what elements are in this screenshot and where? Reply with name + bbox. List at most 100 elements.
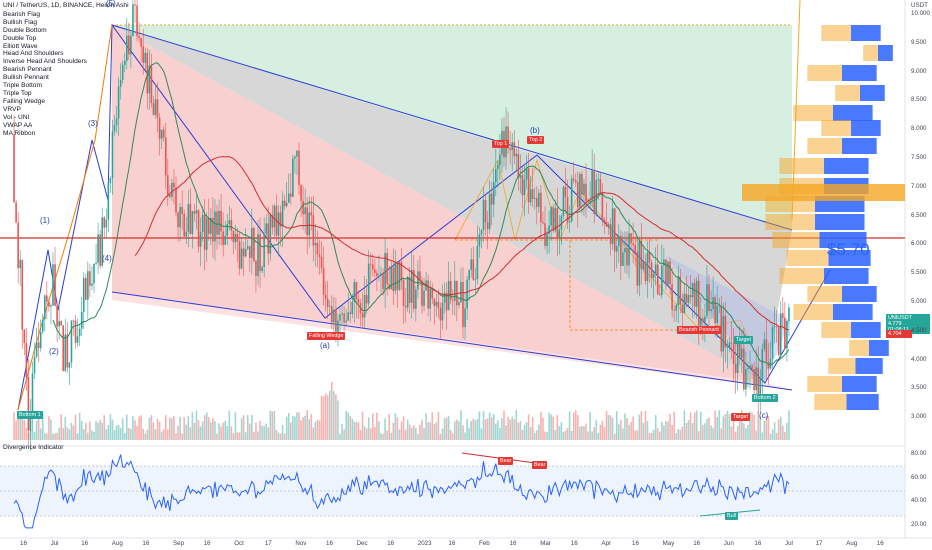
candle-body bbox=[755, 367, 757, 391]
candle-body bbox=[439, 307, 442, 321]
candle-body bbox=[599, 179, 602, 193]
top1-tag: Top 1 bbox=[492, 140, 510, 148]
volume-bar bbox=[175, 433, 177, 440]
candle-body bbox=[413, 269, 415, 309]
candle-body bbox=[695, 280, 698, 307]
candle-body bbox=[355, 282, 358, 300]
indicator-8[interactable]: Bullish Pennant bbox=[3, 74, 49, 82]
volume-bar bbox=[158, 421, 161, 440]
volume-bar bbox=[97, 422, 99, 440]
osc-tick: 20.00 bbox=[911, 520, 927, 528]
candle-body bbox=[495, 169, 497, 183]
price-tick: 3.000 bbox=[911, 413, 927, 421]
volume-bar bbox=[531, 417, 534, 440]
indicator-15[interactable]: MA Ribbon bbox=[3, 129, 36, 137]
volume-bar bbox=[470, 421, 472, 440]
time-tick: 17 bbox=[815, 540, 823, 547]
volume-bar bbox=[406, 419, 409, 440]
vrvp-bar-blue bbox=[851, 322, 881, 338]
indicator-0[interactable]: Bearish Flag bbox=[3, 10, 41, 18]
volume-bar bbox=[441, 428, 444, 440]
candle-body bbox=[745, 369, 747, 390]
volume-bar bbox=[695, 410, 698, 440]
candle-body bbox=[357, 299, 360, 304]
volume-bar bbox=[238, 432, 241, 440]
indicator-10[interactable]: Triple Top bbox=[3, 89, 32, 97]
volume-bar bbox=[324, 393, 327, 440]
indicator-9[interactable]: Triple Bottom bbox=[3, 82, 42, 90]
volume-bar bbox=[271, 411, 274, 440]
indicator-14[interactable]: VWAP AA bbox=[3, 121, 33, 129]
volume-bar bbox=[193, 422, 196, 440]
candle-body bbox=[306, 207, 308, 236]
time-tick: Aug bbox=[846, 540, 858, 547]
volume-bar bbox=[681, 426, 684, 440]
candle-body bbox=[556, 208, 559, 238]
candle-body bbox=[593, 170, 595, 215]
candle-body bbox=[78, 328, 81, 337]
indicator-13[interactable]: Vol - UNI bbox=[3, 113, 30, 121]
candle-body bbox=[333, 309, 335, 323]
volume-bar bbox=[218, 423, 220, 440]
candle-body bbox=[257, 234, 259, 276]
indicator-3[interactable]: Double Top bbox=[3, 34, 37, 42]
indicator-7[interactable]: Bearish Pennant bbox=[3, 66, 52, 74]
candle-body bbox=[372, 264, 374, 270]
volume-bar bbox=[277, 432, 280, 440]
indicator-12[interactable]: VRVP bbox=[3, 105, 21, 113]
candle-body bbox=[304, 207, 306, 215]
indicator-2[interactable]: Double Bottom bbox=[3, 26, 47, 34]
candle-body bbox=[747, 367, 749, 370]
volume-bar bbox=[546, 432, 548, 440]
time-tick: 16 bbox=[326, 540, 333, 547]
volume-bar bbox=[60, 414, 62, 440]
candle-body bbox=[361, 313, 364, 318]
volume-bar bbox=[17, 418, 19, 440]
volume-bar bbox=[41, 413, 44, 440]
candle-body bbox=[156, 99, 159, 118]
candle-body bbox=[521, 175, 524, 196]
time-tick: 16 bbox=[387, 540, 395, 547]
candle-body bbox=[454, 280, 456, 301]
volume-bar bbox=[640, 411, 643, 440]
candle-body bbox=[710, 309, 712, 312]
volume-bar bbox=[339, 433, 341, 440]
candle-body bbox=[615, 246, 618, 252]
volume-bar bbox=[562, 431, 565, 440]
volume-bar bbox=[552, 416, 554, 440]
candle-body bbox=[195, 210, 198, 214]
candle-body bbox=[167, 175, 169, 195]
indicator-4[interactable]: Elliott Wave bbox=[3, 42, 38, 50]
candle-body bbox=[667, 261, 669, 285]
bull-tag: Bull bbox=[725, 512, 738, 520]
volume-bar bbox=[466, 418, 468, 440]
candle-body bbox=[113, 124, 116, 132]
candle-body bbox=[644, 262, 647, 282]
volume-bar bbox=[656, 428, 659, 440]
volume-bar bbox=[121, 418, 124, 440]
top2-tag: Top 2 bbox=[527, 136, 545, 144]
candle-body bbox=[158, 117, 161, 139]
candle-body bbox=[613, 208, 616, 252]
indicator-5[interactable]: Head And Shoulders bbox=[3, 50, 64, 58]
candle-body bbox=[579, 174, 581, 208]
candle-body bbox=[654, 264, 657, 274]
candle-body bbox=[507, 126, 509, 149]
indicator-11[interactable]: Falling Wedge bbox=[3, 97, 46, 105]
wave-4-label: (4) bbox=[102, 254, 112, 263]
volume-bar bbox=[525, 422, 528, 440]
volume-bar bbox=[675, 433, 677, 440]
candle-body bbox=[421, 280, 423, 306]
volume-bar bbox=[384, 418, 386, 440]
volume-bar bbox=[222, 422, 224, 440]
volume-bar bbox=[265, 423, 267, 440]
volume-bar bbox=[720, 428, 723, 440]
volume-bar bbox=[349, 415, 352, 440]
candle-body bbox=[451, 299, 454, 301]
candle-body bbox=[652, 273, 655, 278]
indicator-1[interactable]: Bullish Flag bbox=[3, 18, 38, 26]
vrvp-bar-blue bbox=[869, 340, 889, 356]
indicator-6[interactable]: Inverse Head And Shoulders bbox=[3, 58, 87, 66]
volume-bar bbox=[601, 420, 604, 440]
